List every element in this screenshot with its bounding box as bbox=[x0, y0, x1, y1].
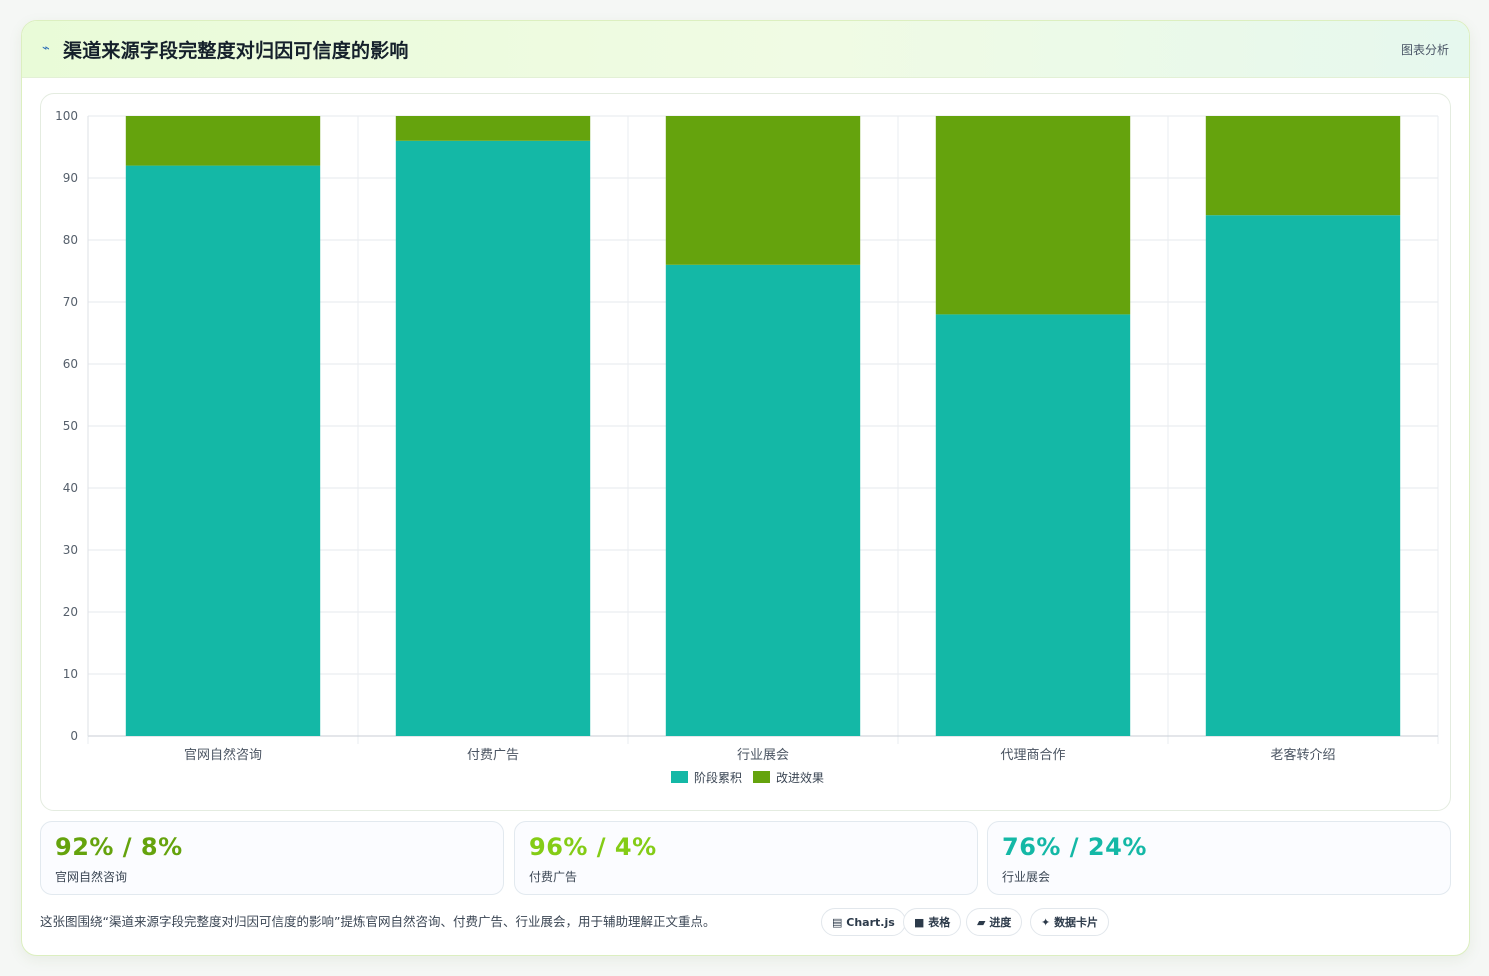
bar-stage-cumulative bbox=[125, 165, 321, 737]
progress-icon: ▰ bbox=[977, 916, 986, 929]
y-tick-label: 50 bbox=[63, 419, 78, 433]
legend-swatch bbox=[753, 771, 770, 783]
stat-value: 92% / 8% bbox=[55, 833, 183, 861]
chip-progress[interactable]: ▰ 进度 bbox=[966, 908, 1023, 936]
y-tick-label: 30 bbox=[63, 543, 78, 557]
x-tick-label: 官网自然咨询 bbox=[184, 747, 262, 763]
stat-card-1: 92% / 8% 官网自然咨询 bbox=[40, 821, 504, 895]
bar-improvement-effect bbox=[395, 116, 591, 141]
bar-improvement-effect bbox=[125, 116, 321, 166]
bar-stage-cumulative bbox=[935, 314, 1131, 736]
stat-value: 96% / 4% bbox=[529, 833, 657, 861]
x-tick-label: 代理商合作 bbox=[1000, 748, 1065, 763]
legend-label: 改进效果 bbox=[776, 770, 824, 785]
y-tick-label: 70 bbox=[63, 295, 78, 309]
y-tick-label: 40 bbox=[63, 481, 78, 495]
stat-label: 付费广告 bbox=[529, 870, 578, 884]
sparkle-icon: ✦ bbox=[1041, 916, 1051, 929]
y-tick-label: 0 bbox=[70, 729, 78, 743]
stat-card-2: 96% / 4% 付费广告 bbox=[514, 821, 978, 895]
x-tick-label: 付费广告 bbox=[467, 748, 519, 763]
stat-value: 76% / 24% bbox=[1002, 833, 1147, 861]
legend-swatch bbox=[671, 771, 688, 783]
bar-stage-cumulative bbox=[665, 264, 861, 736]
y-tick-label: 10 bbox=[63, 667, 78, 681]
stat-label: 行业展会 bbox=[1002, 870, 1051, 884]
y-tick-label: 90 bbox=[63, 171, 78, 185]
chart-analysis-tag: 图表分析 bbox=[1400, 43, 1449, 57]
chip-label: Chart.js bbox=[846, 916, 895, 929]
chart-title: 渠道来源字段完整度对归因可信度的影响 bbox=[63, 40, 409, 62]
chart-caption: 这张图围绕“渠道来源字段完整度对归因可信度的影响”提炼官网自然咨询、付费广告、行… bbox=[40, 914, 716, 929]
x-tick-label: 老客转介绍 bbox=[1270, 747, 1335, 763]
legend-label: 阶段累积 bbox=[694, 770, 742, 785]
bar-improvement-effect bbox=[1205, 116, 1401, 216]
y-tick-label: 20 bbox=[63, 605, 78, 619]
bar-stage-cumulative bbox=[1205, 215, 1401, 736]
card-header: ⌁ 渠道来源字段完整度对归因可信度的影响 图表分析 bbox=[22, 21, 1469, 78]
y-tick-label: 60 bbox=[63, 357, 78, 371]
y-tick-label: 100 bbox=[55, 109, 78, 123]
chip-chartjs[interactable]: ▤ Chart.js bbox=[821, 908, 906, 936]
chip-label: 数据卡片 bbox=[1054, 916, 1099, 929]
chart-card: ⌁ 渠道来源字段完整度对归因可信度的影响 图表分析 0 10 20 30 40 50 60 7… bbox=[21, 20, 1470, 956]
stacked-bar-chart: 0 10 20 30 40 50 60 70 80 90 100 官网自然咨询 付费广告 行业展会 代理商合… bbox=[55, 109, 1439, 785]
bar-improvement-effect bbox=[665, 116, 861, 265]
stat-label: 官网自然咨询 bbox=[55, 870, 128, 884]
bar-improvement-effect bbox=[935, 116, 1131, 315]
chip-label: 表格 bbox=[928, 916, 951, 929]
chip-label: 进度 bbox=[989, 916, 1012, 929]
x-tick-label: 行业展会 bbox=[737, 748, 789, 763]
table-icon: ■ bbox=[914, 916, 925, 929]
chart-panel: 0 10 20 30 40 50 60 70 80 90 100 官网自然咨询 付费广告 行业展会 代理商合… bbox=[40, 93, 1451, 811]
trend-line-icon: ⌁ bbox=[42, 41, 50, 56]
chart-icon: ▤ bbox=[832, 916, 843, 929]
chip-table[interactable]: ■ 表格 bbox=[903, 908, 962, 936]
bar-stage-cumulative bbox=[395, 140, 591, 737]
stat-card-3: 76% / 24% 行业展会 bbox=[987, 821, 1451, 895]
chip-data-card[interactable]: ✦ 数据卡片 bbox=[1030, 908, 1110, 936]
y-tick-label: 80 bbox=[63, 233, 78, 247]
